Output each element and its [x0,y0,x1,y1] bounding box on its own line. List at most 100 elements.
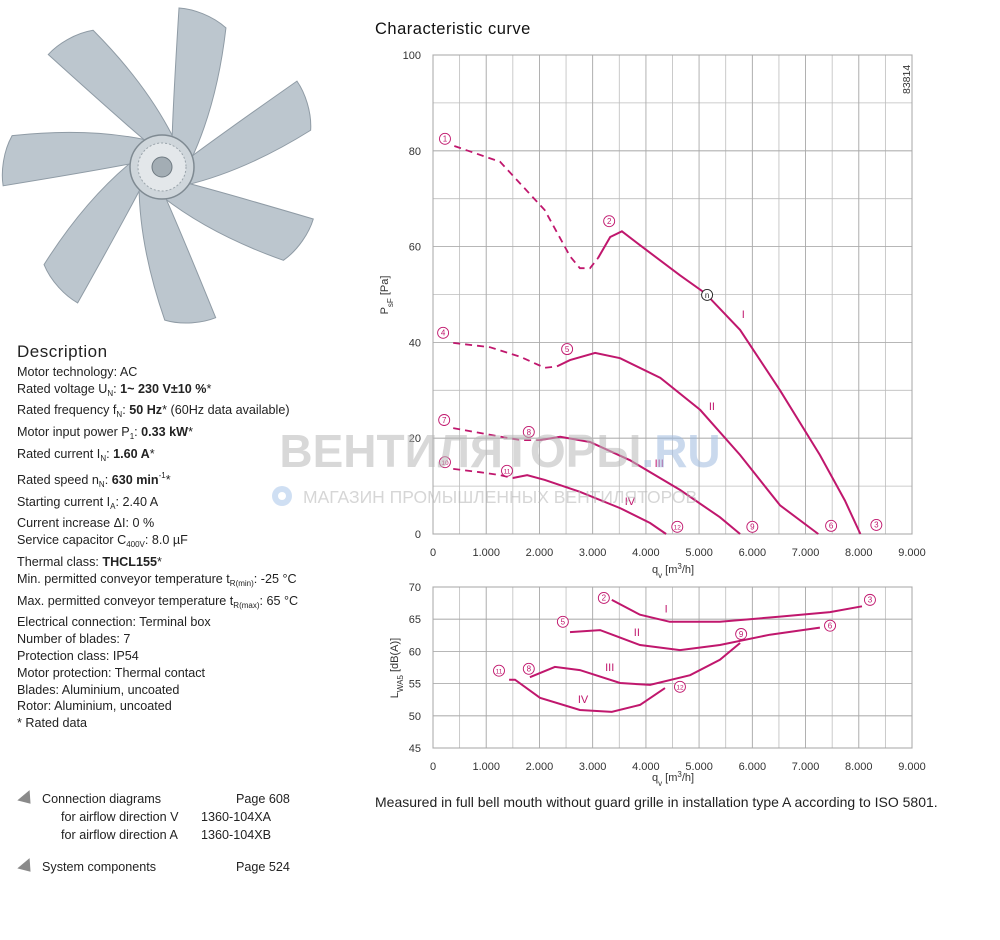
point-label: n [705,291,709,300]
link-title[interactable]: Connection diagrams [42,792,162,806]
text-part: Rated current I [17,446,101,461]
chart-code: 83814 [901,65,913,94]
point-label: 3 [868,596,873,605]
watermark-domain: .RU [641,425,720,477]
point-marker [597,591,610,604]
point-label: 2 [602,594,607,603]
text-part: 630 min [111,472,159,487]
text-part: Max. permitted conveyor temperature t [17,593,234,608]
fan-blade [47,29,176,147]
fan-blade [43,159,145,304]
text-part: : [104,472,112,487]
text-part: : -25 °C [253,571,297,586]
x-tick-label: 6.000 [739,547,767,559]
text-part: 0.33 kW [141,425,189,440]
text-part: THCL155 [102,554,157,569]
point-label: 5 [565,345,570,354]
description-line: Rated voltage UN: 1~ 230 V±10 %* [17,381,298,403]
text-part: v [658,571,662,580]
point-marker [439,456,451,469]
text-part: v [658,779,662,788]
y-tick-label: 0 [415,529,421,541]
x-tick-label: 6.000 [739,761,767,773]
text-part: L [389,692,401,698]
text-part: : [106,446,114,461]
fan-blade [171,7,227,162]
text-part: Number of blades: 7 [17,632,131,647]
point-label: 4 [441,329,446,338]
watermark-name: ВЕНТИЛЯТОРЫ [279,425,641,477]
text-part: 1 [129,432,135,442]
curve [512,474,667,535]
link-page[interactable]: Page 608 [236,792,290,806]
description-title: Description [17,342,108,361]
y-tick-label: 40 [409,337,421,349]
text-part: 400V [126,540,145,550]
text-part: Rated speed n [17,472,99,487]
curve-label: IV [578,694,589,706]
point-label: 1 [443,135,448,144]
text-part: /h] [682,772,694,784]
link-title[interactable]: System components [42,860,157,874]
text-part: N [107,388,114,398]
x-tick-label: 5.000 [685,761,713,773]
y-tick-label: 55 [409,679,421,691]
description-line: Min. permitted conveyor temperature tR(m… [17,571,298,593]
description-line: Rotor: Aluminium, uncoated [17,698,298,715]
link-page[interactable]: Page 524 [236,860,290,874]
text-part: Blades: Aluminium, uncoated [17,682,180,697]
link-code: 1360-104XB [201,828,272,842]
y-tick-label: 45 [409,743,421,755]
point-label: 11 [496,669,503,676]
text-part: Min. permitted conveyor temperature t [17,571,230,586]
text-part: Rotor: Aluminium, uncoated [17,699,172,714]
description-line: Service capacitor C400V: 8.0 µF [17,532,298,554]
x-tick-label: 9.000 [898,547,926,559]
text-part: Current increase ΔI: 0 % [17,516,155,531]
fan-blade [1,131,150,187]
curve [529,642,741,686]
chart: 0 1.000 2.000 3.000 4.000 5.000 6.000 7.000 8.00… [375,20,926,580]
point-label: 8 [527,665,532,674]
point-label: 6 [828,621,833,630]
x-tick-label: 9.000 [898,761,926,773]
point-marker [561,343,574,356]
point-marker [438,414,451,426]
text-part: * Rated data [17,716,88,731]
text-part: * [165,472,171,487]
text-part: * [206,381,212,396]
description-line: Thermal class: THCL155* [17,554,298,571]
point-label: 9 [739,630,744,639]
description-line: Protection class: IP54 [17,648,298,665]
text-part: : 65 °C [259,593,299,608]
x-tick-label: 5.000 [685,547,713,559]
text-part: N [98,479,105,489]
text-part: Motor technology: AC [17,364,138,379]
text-part: 50 Hz [129,403,163,418]
y-tick-label: 70 [409,582,421,594]
text-part: [m [662,564,677,576]
text-part: q [652,564,658,576]
x-tick-label: 7.000 [792,761,820,773]
text-part: WA5 [396,675,405,693]
y-tick-label: 50 [409,711,421,723]
curve-dashed [453,342,558,369]
description: Description Motor technology: AC Rated vo… [17,342,299,732]
text-part: Motor input power P [17,425,130,440]
point-label: 3 [874,521,879,530]
text-part: P [379,307,391,314]
curve [611,599,863,623]
point-marker [671,520,684,533]
text-part: -1 [158,470,166,480]
y-tick-label: 65 [409,614,421,626]
text-part: : [134,425,142,440]
text-part: 3 [677,770,682,779]
text-part: * [149,446,155,461]
text-part: sF [386,298,395,307]
curve-dashed [454,145,599,270]
x-axis-label: qv [m3/h] [652,562,694,580]
point-marker [870,518,883,531]
text-part: R(min) [229,578,254,588]
text-part: [Pa] [379,276,391,299]
